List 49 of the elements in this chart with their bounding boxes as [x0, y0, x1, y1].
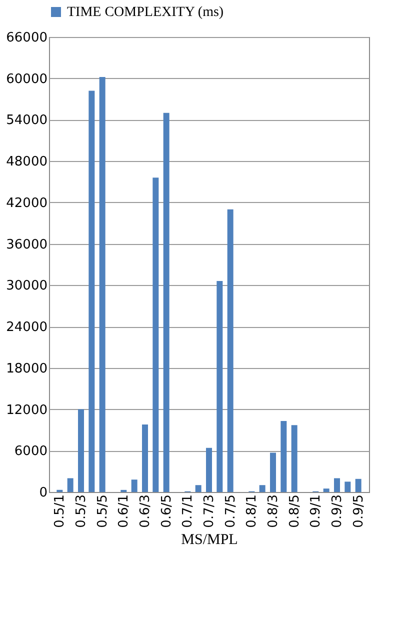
bar: [99, 76, 106, 492]
bar: [227, 209, 234, 492]
x-tick-label: 0.8/3: [266, 494, 281, 528]
y-tick-label: 0: [39, 486, 48, 500]
x-tick-label: 0.9/1: [308, 494, 324, 528]
y-tick-label: 12000: [6, 402, 48, 418]
bar: [67, 478, 74, 492]
bar: [78, 409, 84, 492]
y-tick-label: 54000: [6, 113, 48, 128]
bar: [355, 478, 362, 492]
x-tick-label: 0.5/3: [74, 494, 89, 528]
x-tick-label: 0.8/5: [287, 494, 302, 528]
x-tick-label: 0.7/1: [180, 494, 196, 528]
x-tick-label: 0.5/1: [52, 494, 68, 528]
x-tick-label: 0.8/1: [244, 494, 260, 528]
y-tick-label: 18000: [6, 361, 48, 376]
y-tick-label: 30000: [6, 278, 48, 294]
bar: [216, 281, 223, 492]
bar: [259, 485, 266, 492]
bar: [131, 480, 138, 492]
y-tick-label: 66000: [6, 30, 48, 46]
bar: [323, 488, 330, 492]
x-tick-label: 0.6/3: [138, 494, 153, 528]
x-tick-label: 0.6/1: [116, 494, 132, 528]
bar: [206, 448, 212, 492]
x-tick-label: 0.5/5: [95, 494, 110, 528]
legend-label: TIME COMPLEXITY (ms): [67, 5, 224, 20]
x-tick-label: 0.9/3: [330, 494, 345, 528]
y-tick-label: 24000: [6, 320, 48, 336]
bar: [163, 112, 170, 492]
x-tick-label: 0.7/3: [202, 494, 217, 528]
bar: [344, 482, 351, 492]
bar: [270, 452, 276, 492]
bar: [152, 178, 159, 492]
bar: [280, 420, 287, 492]
bar: [142, 424, 148, 492]
bar: [334, 478, 340, 492]
x-tick-label: 0.6/5: [159, 494, 174, 528]
x-tick-label: 0.7/5: [223, 494, 238, 528]
bar: [291, 425, 298, 492]
y-tick-label: 42000: [6, 196, 48, 211]
y-tick-label: 48000: [6, 154, 48, 170]
y-tick-label: 6000: [14, 444, 48, 460]
x-tick-label: 0.9/5: [351, 494, 366, 528]
x-axis-title: MS/MPL: [181, 532, 238, 548]
y-tick-label: 60000: [6, 72, 48, 87]
bar: [195, 485, 202, 492]
y-tick-label: 36000: [6, 237, 48, 252]
bar: [88, 90, 95, 492]
